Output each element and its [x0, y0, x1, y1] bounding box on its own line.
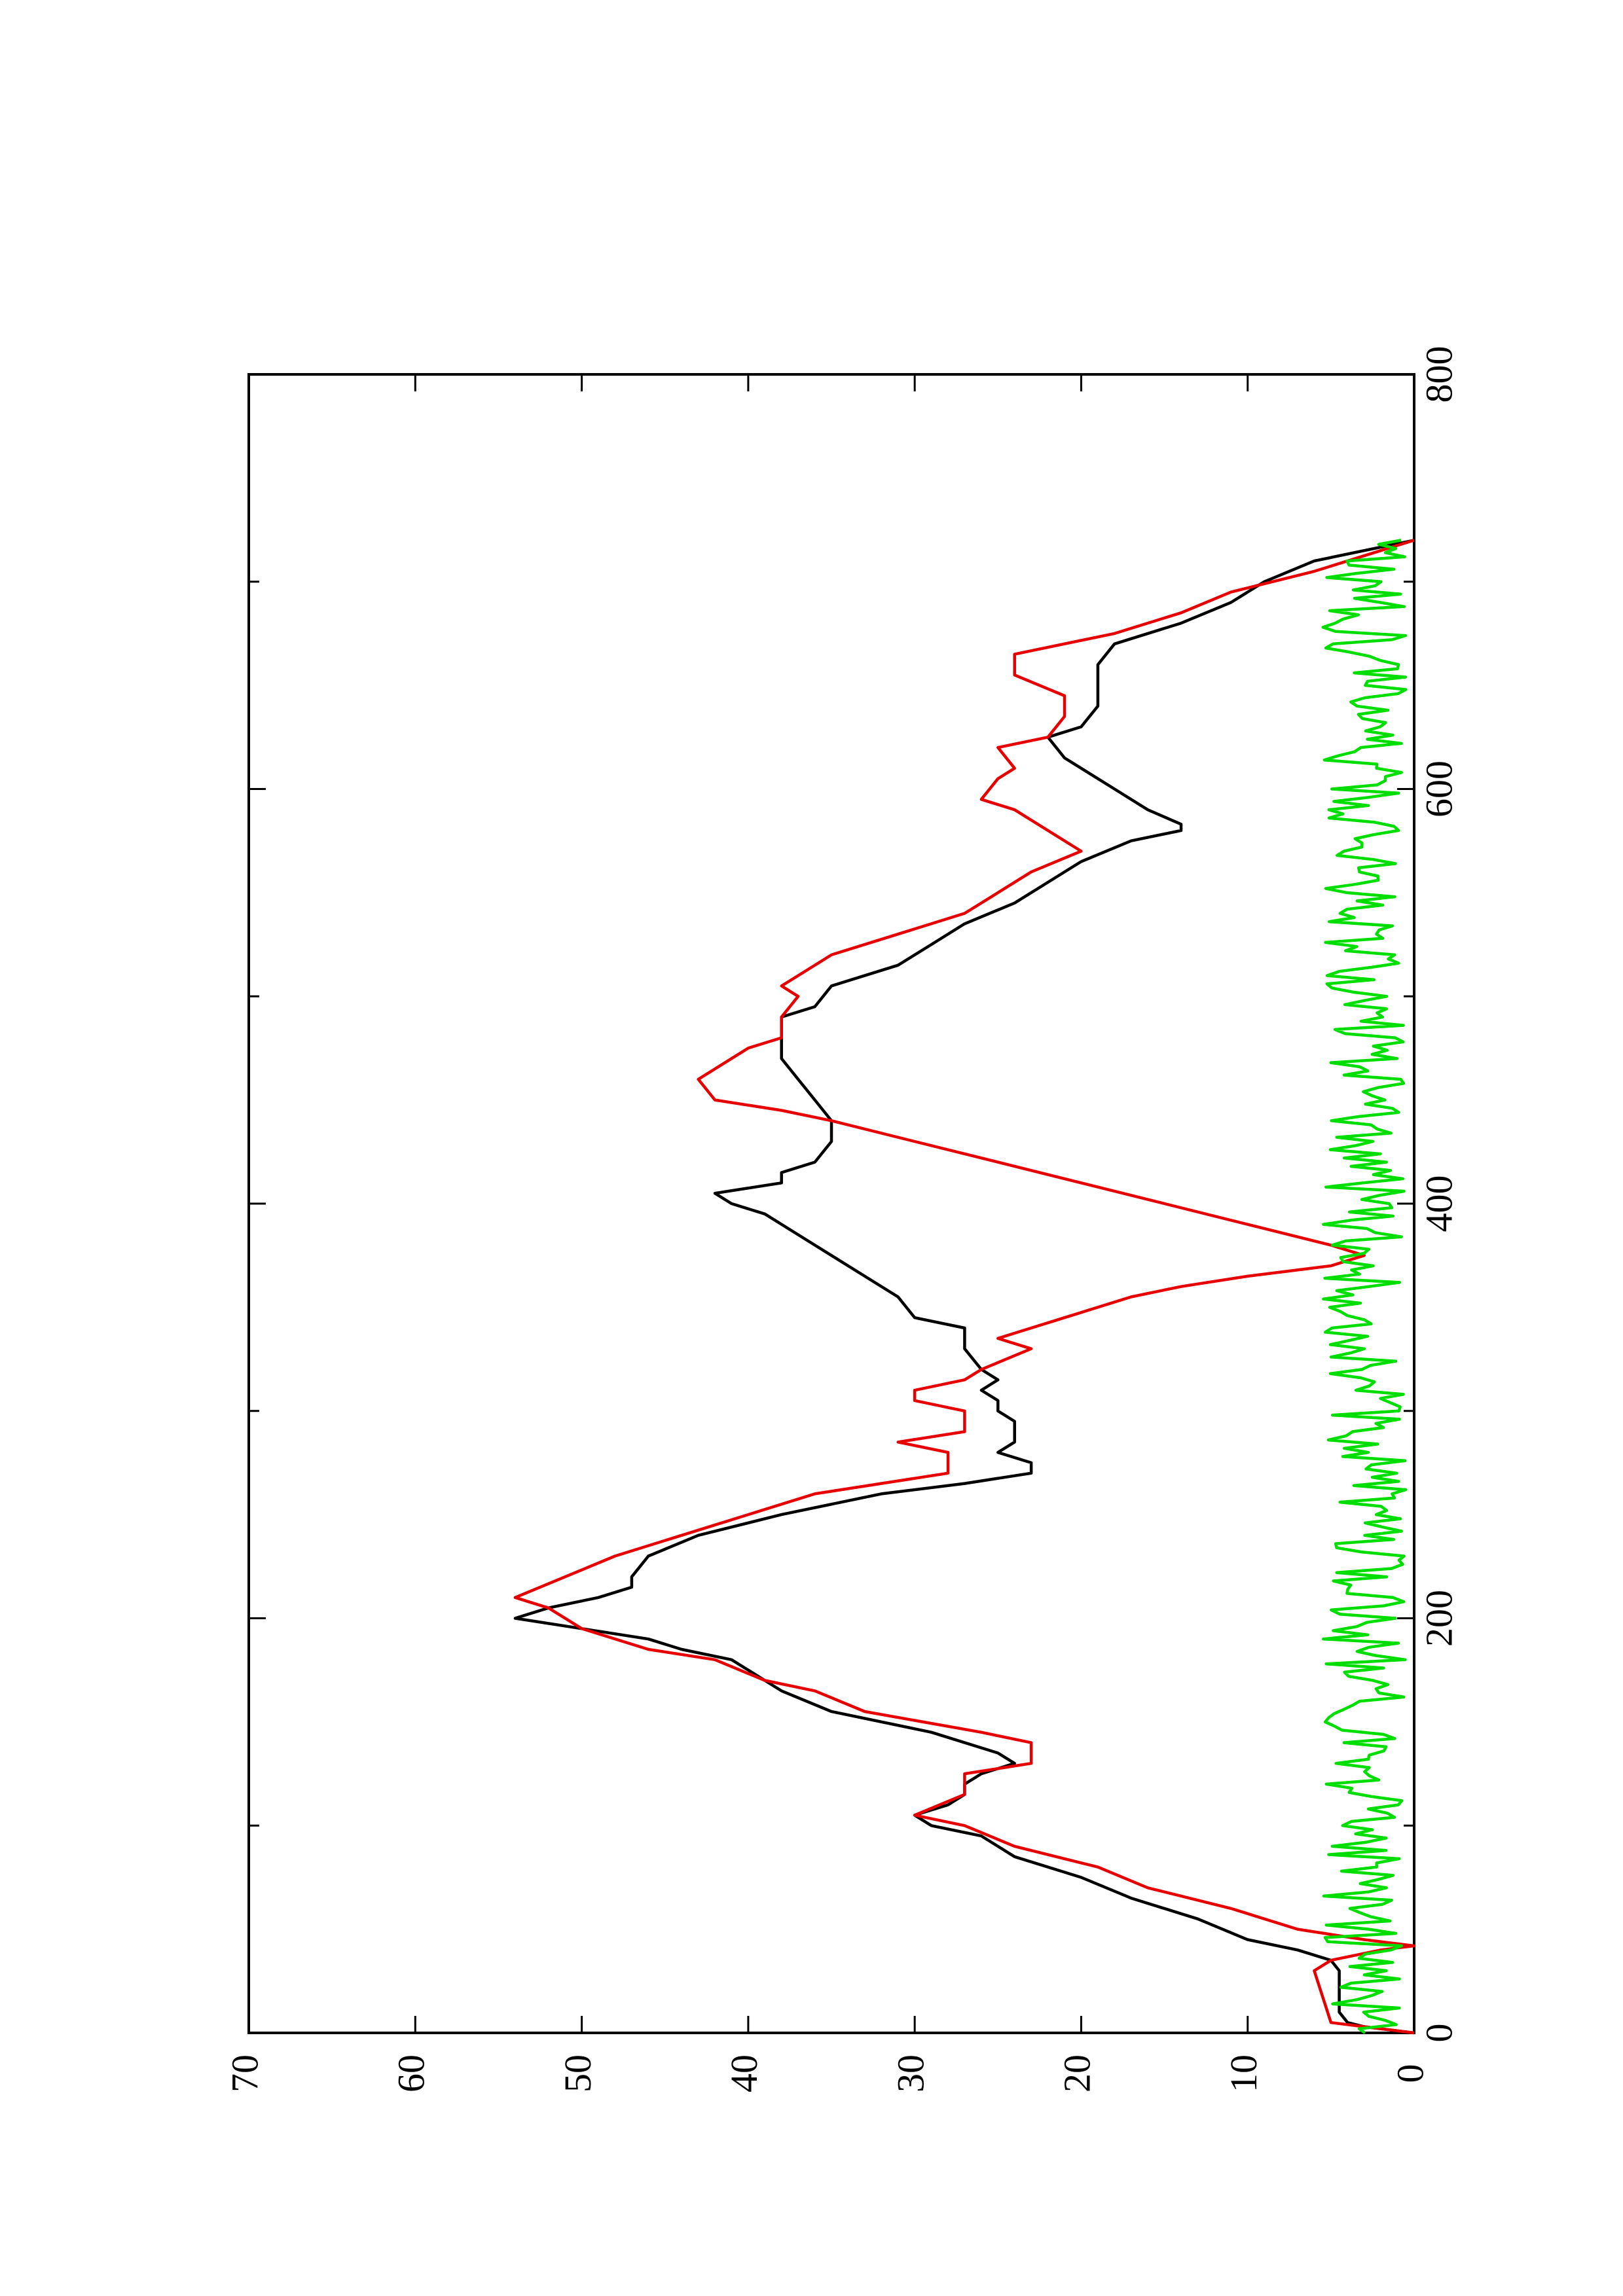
y-tick-label: 50 — [556, 2054, 599, 2092]
y-tick-label: 30 — [889, 2054, 932, 2092]
x-tick-label: 600 — [1417, 761, 1460, 817]
y-tick-label: 40 — [723, 2054, 765, 2092]
plot-area — [247, 373, 1416, 2035]
y-tick-label: 20 — [1056, 2054, 1099, 2092]
x-tick-label: 200 — [1417, 1590, 1460, 1647]
series-line-3 — [1321, 539, 1408, 2034]
plot-frame — [247, 373, 1415, 2034]
series-line-1 — [513, 539, 1415, 2035]
tick-labels: 0 200 400 600 800 0 10 20 30 40 50 60 70 — [223, 346, 1460, 2093]
series-layer — [513, 539, 1416, 2035]
x-tick-label: 0 — [1417, 2024, 1460, 2043]
x-tick-label: 400 — [1417, 1175, 1460, 1232]
x-tick-label: 800 — [1417, 346, 1460, 403]
y-tick-label: 0 — [1389, 2064, 1431, 2083]
y-tick-label: 70 — [223, 2054, 266, 2092]
series-line-2 — [513, 539, 1416, 2035]
tick-marks — [247, 373, 1415, 2034]
y-tick-label: 10 — [1222, 2054, 1265, 2092]
y-tick-label: 60 — [390, 2054, 433, 2092]
